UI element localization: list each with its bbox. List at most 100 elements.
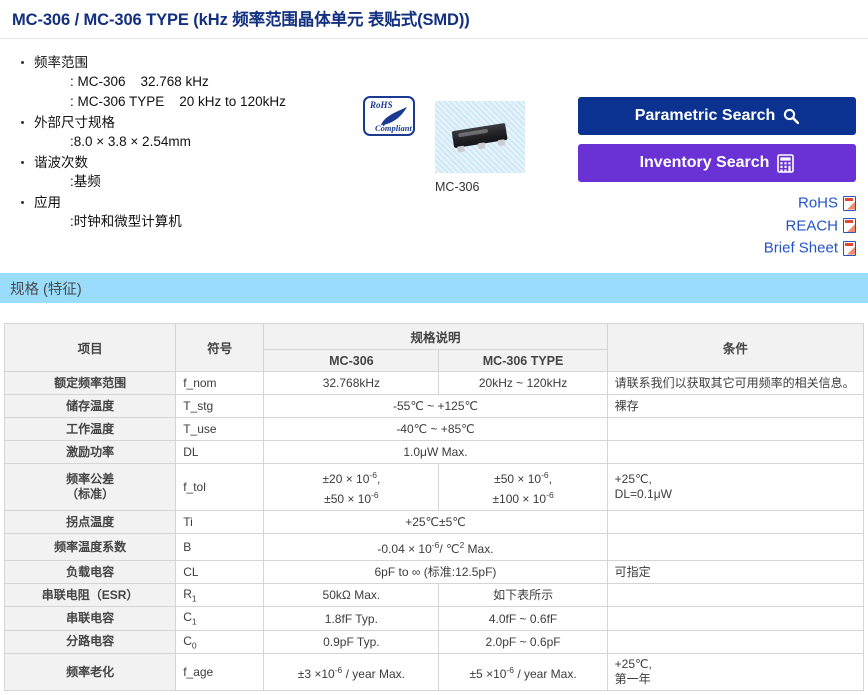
cell-condition	[606, 533, 865, 561]
feature-detail: :基频	[70, 174, 101, 189]
th-spec-group: 规格说明	[263, 323, 608, 350]
cell-spec-value: +25℃±5℃	[263, 510, 608, 534]
cell-symbol: f_age	[175, 653, 265, 692]
table-row: 频率温度系数 B -0.04 × 10-6/ ℃2 Max.	[3, 533, 865, 561]
title-bar: MC-306 / MC-306 TYPE (kHz 频率范围晶体单元 表贴式(S…	[0, 0, 868, 38]
feature-item: 外部尺寸规格 :8.0 × 3.8 × 2.54mm	[12, 113, 342, 152]
product-image-block: MC-306	[435, 101, 525, 194]
cell-spec-value: ±20 × 10-6, ±50 × 10-6	[263, 463, 440, 511]
table-row: 工作温度 T_use -40℃ ~ +85℃	[3, 417, 865, 441]
cell-symbol: T_use	[175, 417, 265, 441]
rohs-logo-top-text: RoHS	[370, 100, 393, 110]
specifications-table: 项目 符号 规格说明 条件 MC-306 MC-306 TYPE 额定频率范围 f…	[3, 323, 865, 692]
cell-condition: 裸存	[606, 394, 865, 418]
th-symbol: 符号	[175, 323, 265, 372]
pdf-link-rohs[interactable]: RoHS	[578, 194, 856, 212]
cell-spec-value: 1.8fF Typ.	[263, 606, 440, 631]
calculator-icon	[777, 153, 795, 173]
table-row: 串联电容 C1 1.8fF Typ. 4.0fF ~ 0.6fF	[3, 606, 865, 631]
hero-section: 频率范围: MC-306 32.768 kHz: MC-306 TYPE 20 …	[0, 39, 868, 271]
cell-symbol: B	[175, 533, 265, 561]
feature-item: 应用 :时钟和微型计算机	[12, 193, 342, 232]
th-item: 项目	[3, 323, 177, 372]
parametric-search-button[interactable]: Parametric Search	[578, 97, 856, 135]
feature-item: 频率范围: MC-306 32.768 kHz: MC-306 TYPE 20 …	[12, 53, 342, 112]
table-row: 负载电容 CL 6pF to ∞ (标准:12.5pF) 可指定	[3, 560, 865, 584]
cell-item: 频率老化	[3, 653, 177, 692]
spec-table-wrapper: 项目 符号 规格说明 条件 MC-306 MC-306 TYPE 额定频率范围 f…	[3, 323, 865, 692]
pdf-link-label: Brief Sheet	[763, 239, 838, 257]
inventory-search-label: Inventory Search	[639, 154, 770, 171]
table-row: 频率老化 f_age ±3 ×10-6 / year Max. ±5 ×10-6 / …	[3, 653, 865, 692]
cell-spec-value: 2.0pF ~ 0.6pF	[438, 629, 608, 655]
cell-spec-value: ±50 × 10-6, ±100 × 10-6	[438, 463, 608, 511]
cell-condition	[606, 417, 865, 441]
feature-label: 谐波次数	[12, 153, 342, 172]
cell-spec-value: -0.04 × 10-6/ ℃2 Max.	[263, 533, 608, 561]
th-spec-mc306: MC-306	[263, 349, 440, 372]
pdf-link-label: REACH	[785, 217, 838, 235]
cell-condition	[606, 629, 865, 655]
rohs-logo-bottom-text: Compliant	[375, 123, 412, 133]
inventory-search-button[interactable]: Inventory Search	[578, 144, 856, 182]
pdf-link-reach[interactable]: REACH	[578, 217, 856, 235]
pdf-link-label: RoHS	[797, 194, 838, 212]
cell-symbol: DL	[175, 440, 265, 464]
feature-label: 外部尺寸规格	[12, 113, 342, 132]
cell-condition: 可指定	[606, 560, 865, 584]
feature-detail: :8.0 × 3.8 × 2.54mm	[70, 134, 191, 149]
cell-spec-value: 1.0μW Max.	[263, 440, 608, 464]
feature-list: 频率范围: MC-306 32.768 kHz: MC-306 TYPE 20 …	[12, 53, 342, 233]
table-row: 激励功率 DL 1.0μW Max.	[3, 440, 865, 464]
cell-item: 频率温度系数	[3, 533, 177, 561]
cell-spec-value: 6pF to ∞ (标准:12.5pF)	[263, 560, 608, 584]
cell-spec-value: 0.9pF Typ.	[263, 629, 440, 655]
search-icon	[783, 108, 800, 124]
parametric-search-label: Parametric Search	[634, 107, 776, 124]
cell-item: 串联电阻（ESR）	[3, 582, 177, 608]
cell-symbol: f_tol	[175, 463, 265, 511]
cell-item: 拐点温度	[3, 510, 177, 534]
cell-item: 激励功率	[3, 440, 177, 464]
feature-detail: :时钟和微型计算机	[70, 214, 182, 229]
cell-condition: +25℃, DL=0.1μW	[606, 463, 865, 511]
rohs-compliant-logo: RoHS Compliant	[363, 96, 415, 136]
cell-symbol: R1	[175, 582, 265, 608]
cell-symbol: f_nom	[175, 371, 265, 395]
cell-spec-value: ±3 ×10-6 / year Max.	[263, 653, 440, 692]
table-row: 分路电容 C0 0.9pF Typ. 2.0pF ~ 0.6pF	[3, 629, 865, 655]
section-title: 规格 (特征)	[10, 281, 82, 298]
cell-symbol: Ti	[175, 510, 265, 534]
table-header-row-2: MC-306 MC-306 TYPE	[5, 349, 864, 372]
th-spec-mc306type: MC-306 TYPE	[438, 349, 608, 372]
cell-condition	[606, 606, 865, 631]
page-title: MC-306 / MC-306 TYPE (kHz 频率范围晶体单元 表贴式(S…	[12, 11, 470, 29]
cell-item: 工作温度	[3, 417, 177, 441]
cell-spec-value: 4.0fF ~ 0.6fF	[438, 606, 608, 631]
action-buttons: Parametric Search Inventory Search	[578, 97, 856, 182]
pdf-link-brief-sheet[interactable]: Brief Sheet	[578, 239, 856, 257]
title-divider	[0, 38, 868, 39]
cell-condition	[606, 582, 865, 608]
pdf-file-icon	[843, 218, 856, 234]
cell-condition	[606, 440, 865, 464]
cell-item: 负载电容	[3, 560, 177, 584]
feature-label: 频率范围	[12, 53, 342, 72]
cell-item: 串联电容	[3, 606, 177, 631]
cell-symbol: T_stg	[175, 394, 265, 418]
cell-item: 分路电容	[3, 629, 177, 655]
cell-item: 频率公差 （标准）	[3, 463, 177, 511]
feature-item: 谐波次数 :基频	[12, 153, 342, 192]
crystal-package-illustration	[451, 122, 509, 153]
spec-table-body: 额定频率范围 f_nom 32.768kHz 20kHz ~ 120kHz 请联系我们以…	[3, 371, 865, 692]
pdf-file-icon	[843, 195, 856, 211]
cell-spec-value: ±5 ×10-6 / year Max.	[438, 653, 608, 692]
cell-spec-value: 如下表所示	[438, 582, 608, 608]
feature-detail: : MC-306 32.768 kHz	[70, 74, 209, 89]
table-row: 储存温度 T_stg -55℃ ~ +125℃ 裸存	[3, 394, 865, 418]
pdf-link-list: RoHS REACH Brief Sheet	[578, 194, 856, 262]
cell-spec-value: 32.768kHz	[263, 371, 440, 395]
cell-condition: +25℃, 第一年	[606, 653, 865, 692]
spec-table-head: 项目 符号 规格说明 条件 MC-306 MC-306 TYPE	[3, 323, 865, 372]
feature-label: 应用	[12, 193, 342, 212]
